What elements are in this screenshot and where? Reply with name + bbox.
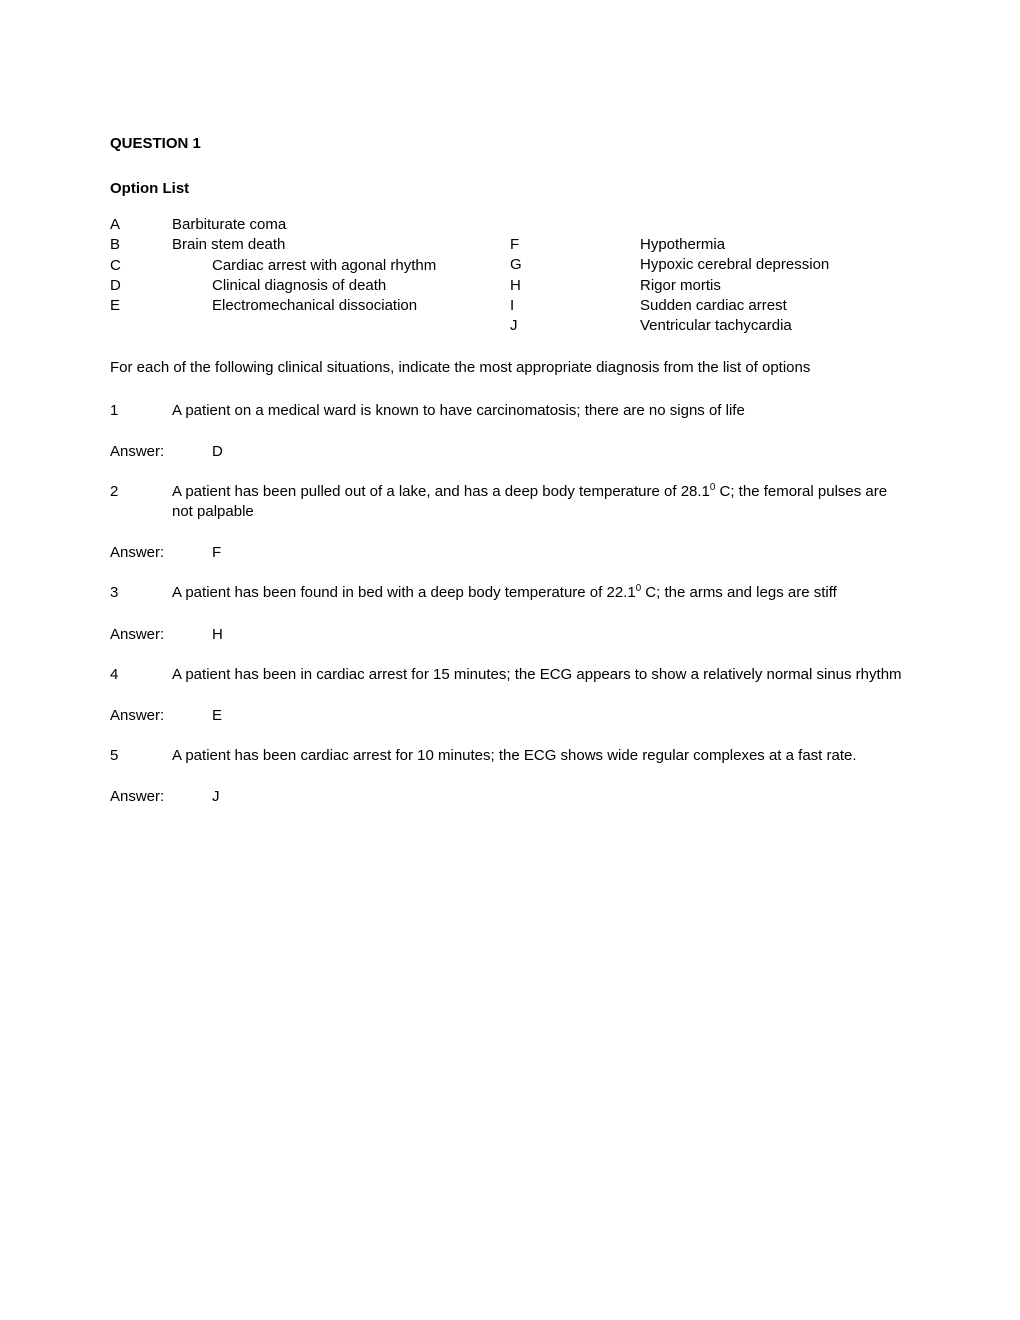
answer-value: F xyxy=(212,544,221,561)
question-text: A patient on a medical ward is known to … xyxy=(172,401,910,421)
degree-superscript: 0 xyxy=(710,482,715,493)
option-item: HRigor mortis xyxy=(510,276,910,296)
spacer xyxy=(510,215,910,235)
option-text: Hypothermia xyxy=(640,235,910,255)
question-number: 3 xyxy=(110,583,172,603)
option-item: ABarbiturate coma xyxy=(110,215,510,235)
option-text: Ventricular tachycardia xyxy=(640,316,910,336)
option-text: Brain stem death xyxy=(172,235,510,255)
answer-value: D xyxy=(212,443,223,460)
question-number: 5 xyxy=(110,746,172,766)
option-letter: H xyxy=(510,276,640,296)
instruction-text: For each of the following clinical situa… xyxy=(110,358,910,378)
option-text: Electromechanical dissociation xyxy=(212,296,510,316)
question-title: QUESTION 1 xyxy=(110,135,910,152)
question-item: 4A patient has been in cardiac arrest fo… xyxy=(110,665,910,685)
question-item: 5A patient has been cardiac arrest for 1… xyxy=(110,746,910,766)
answer-label: Answer: xyxy=(110,544,212,561)
answer-value: J xyxy=(212,788,220,805)
option-column-left: ABarbiturate comaBBrain stem deathCCardi… xyxy=(110,215,510,336)
answer-row: Answer:H xyxy=(110,626,910,643)
question-number: 2 xyxy=(110,482,172,523)
option-item: CCardiac arrest with agonal rhythm xyxy=(110,256,510,276)
answer-row: Answer:E xyxy=(110,707,910,724)
question-item: 2A patient has been pulled out of a lake… xyxy=(110,482,910,523)
option-letter: I xyxy=(510,296,640,316)
answer-label: Answer: xyxy=(110,788,212,805)
answer-label: Answer: xyxy=(110,626,212,643)
option-letter: E xyxy=(110,296,212,316)
option-item: FHypothermia xyxy=(510,235,910,255)
option-text: Clinical diagnosis of death xyxy=(212,276,510,296)
question-text: A patient has been cardiac arrest for 10… xyxy=(172,746,910,766)
option-text: Cardiac arrest with agonal rhythm xyxy=(212,256,510,276)
option-item: BBrain stem death xyxy=(110,235,510,255)
answer-label: Answer: xyxy=(110,707,212,724)
option-item: JVentricular tachycardia xyxy=(510,316,910,336)
answer-row: Answer:D xyxy=(110,443,910,460)
question-text: A patient has been found in bed with a d… xyxy=(172,583,910,603)
option-item: GHypoxic cerebral depression xyxy=(510,255,910,275)
answer-value: E xyxy=(212,707,222,724)
option-item: EElectromechanical dissociation xyxy=(110,296,510,316)
option-column-right: FHypothermiaGHypoxic cerebral depression… xyxy=(510,215,910,336)
option-list: ABarbiturate comaBBrain stem deathCCardi… xyxy=(110,215,910,336)
option-text: Barbiturate coma xyxy=(172,215,510,235)
questions-container: 1A patient on a medical ward is known to… xyxy=(110,401,910,806)
option-text: Sudden cardiac arrest xyxy=(640,296,910,316)
option-text: Rigor mortis xyxy=(640,276,910,296)
answer-label: Answer: xyxy=(110,443,212,460)
option-letter: B xyxy=(110,235,172,255)
option-letter: D xyxy=(110,276,212,296)
option-item: DClinical diagnosis of death xyxy=(110,276,510,296)
question-item: 3A patient has been found in bed with a … xyxy=(110,583,910,603)
option-letter: G xyxy=(510,255,640,275)
option-item: ISudden cardiac arrest xyxy=(510,296,910,316)
option-letter: J xyxy=(510,316,640,336)
question-text: A patient has been pulled out of a lake,… xyxy=(172,482,910,523)
option-letter: C xyxy=(110,256,212,276)
page-container: QUESTION 1 Option List ABarbiturate coma… xyxy=(0,0,1020,805)
answer-row: Answer:F xyxy=(110,544,910,561)
option-list-title: Option List xyxy=(110,180,910,197)
degree-superscript: 0 xyxy=(636,583,641,594)
question-number: 4 xyxy=(110,665,172,685)
answer-row: Answer:J xyxy=(110,788,910,805)
question-item: 1A patient on a medical ward is known to… xyxy=(110,401,910,421)
option-letter: F xyxy=(510,235,640,255)
option-letter: A xyxy=(110,215,172,235)
answer-value: H xyxy=(212,626,223,643)
option-text: Hypoxic cerebral depression xyxy=(640,255,910,275)
question-number: 1 xyxy=(110,401,172,421)
question-text: A patient has been in cardiac arrest for… xyxy=(172,665,910,685)
